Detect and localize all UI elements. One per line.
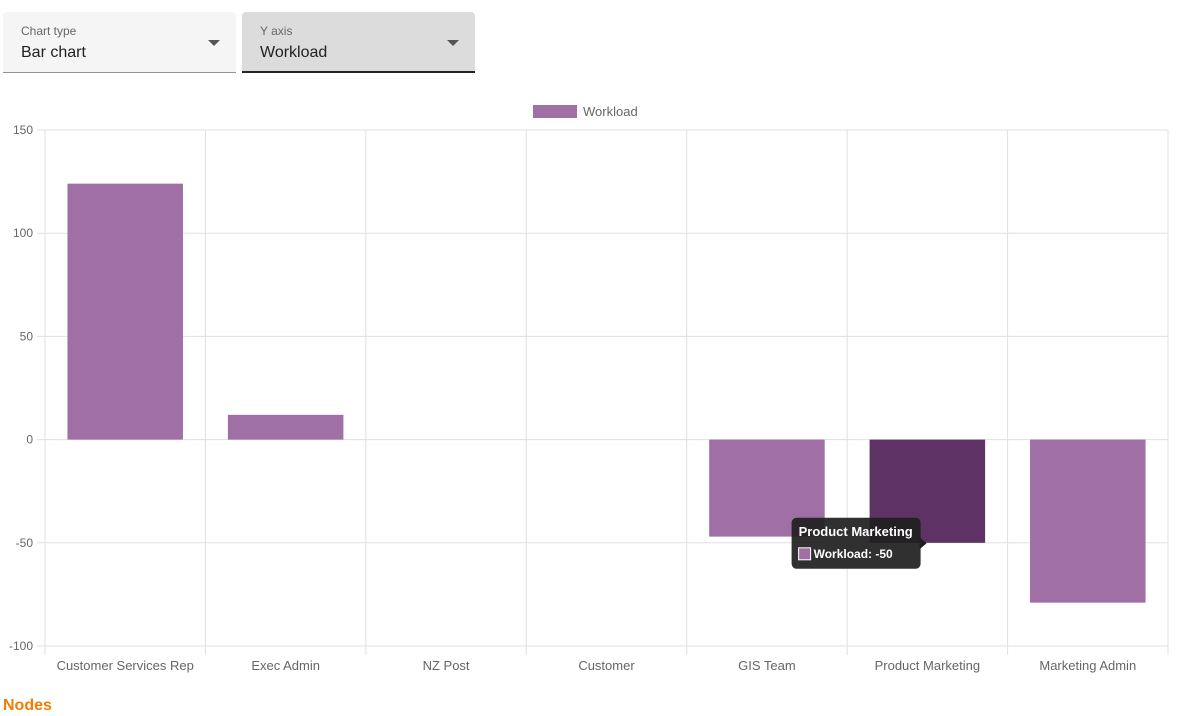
chart-type-select[interactable]: Chart type Bar chart: [3, 12, 236, 73]
tooltip-swatch: [799, 548, 811, 560]
bar[interactable]: [228, 415, 344, 440]
x-tick-label: Customer Services Rep: [57, 658, 194, 673]
tooltip-title: Product Marketing: [799, 524, 913, 539]
tooltip-label: Workload: -50: [814, 547, 893, 561]
bar[interactable]: [1030, 440, 1146, 603]
chart-type-label: Chart type: [21, 24, 76, 38]
x-tick-label: NZ Post: [423, 658, 470, 673]
y-tick-label: 150: [13, 123, 33, 137]
chevron-down-icon: [447, 40, 459, 46]
bar-chart-svg: 150 100 50 0 -50 -100 Customer Services Rep Exe…: [0, 90, 1182, 690]
y-axis-value: Workload: [260, 44, 327, 62]
x-tick-label: Customer: [578, 658, 635, 673]
y-axis-select[interactable]: Y axis Workload: [242, 12, 475, 73]
bar-chart: 150 100 50 0 -50 -100 Customer Services Rep Exe…: [0, 90, 1182, 690]
x-tick-label: Product Marketing: [875, 658, 981, 673]
legend-label: Workload: [583, 104, 638, 119]
legend-swatch: [533, 105, 577, 118]
x-tick-label: Marketing Admin: [1039, 658, 1136, 673]
y-tick-label: 0: [26, 433, 33, 447]
x-tick-label: GIS Team: [738, 658, 796, 673]
chart-controls: Chart type Bar chart Y axis Workload: [0, 0, 1182, 80]
y-tick-label: 50: [20, 329, 34, 343]
y-tick-label: -50: [16, 536, 34, 550]
bar[interactable]: [67, 184, 183, 440]
y-axis-label: Y axis: [260, 24, 292, 38]
nodes-section-title: Nodes: [3, 696, 52, 716]
chart-type-value: Bar chart: [21, 44, 86, 62]
x-tick-label: Exec Admin: [251, 658, 320, 673]
y-tick-label: -100: [9, 639, 33, 653]
y-tick-label: 100: [13, 226, 33, 240]
chevron-down-icon: [208, 40, 220, 46]
